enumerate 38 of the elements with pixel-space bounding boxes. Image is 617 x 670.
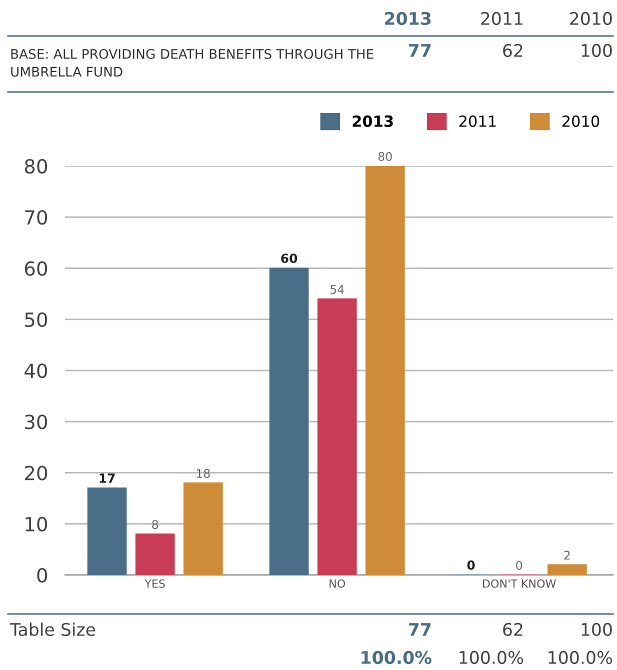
text: 77: [409, 44, 431, 57]
y-tick-label: 50: [25, 312, 48, 328]
text: BASE: ALL PROVIDING DEATH BENEFITS THROUGH THE UMBRELLA FUND: [11, 48, 374, 77]
data-label: 18: [196, 468, 210, 478]
y-tick-label: 30: [25, 414, 48, 430]
text: 2013: [385, 12, 431, 26]
text: 100: [582, 622, 612, 636]
y-tick-label: 80: [24, 158, 48, 174]
text: 100.0%: [362, 650, 432, 664]
y-tick-label: 0: [37, 568, 48, 583]
text: 62: [503, 622, 522, 636]
data-label: 60: [281, 254, 298, 264]
data-label: 17: [100, 474, 115, 483]
data-label: 0: [516, 561, 522, 570]
legend-label: 2013: [352, 115, 393, 127]
x-tick-label: YES: [144, 579, 165, 588]
text: 100: [582, 44, 612, 58]
text: Table Size: [10, 622, 96, 636]
y-tick-label: 20: [25, 466, 48, 480]
text: 62: [503, 44, 522, 58]
text: 2010: [570, 12, 612, 26]
text: 77: [409, 623, 431, 636]
text: 100.0%: [548, 650, 612, 664]
legend-label: 2010: [562, 115, 600, 127]
x-tick-label: NO: [330, 579, 345, 588]
text: 100.0%: [460, 650, 524, 664]
y-tick-label: 60: [24, 261, 48, 276]
y-tick-label: 70: [25, 210, 48, 225]
data-label: 8: [152, 520, 158, 530]
data-label: 54: [330, 285, 344, 294]
y-tick-label: 10: [26, 516, 48, 532]
legend-label: 2011: [459, 115, 496, 127]
text: 2011: [481, 12, 522, 26]
data-label: 0: [467, 560, 475, 570]
y-tick-label: 40: [24, 363, 48, 378]
x-tick-label: DON'T KNOW: [483, 579, 556, 588]
data-label: 80: [378, 152, 392, 161]
data-label: 2: [564, 550, 570, 560]
